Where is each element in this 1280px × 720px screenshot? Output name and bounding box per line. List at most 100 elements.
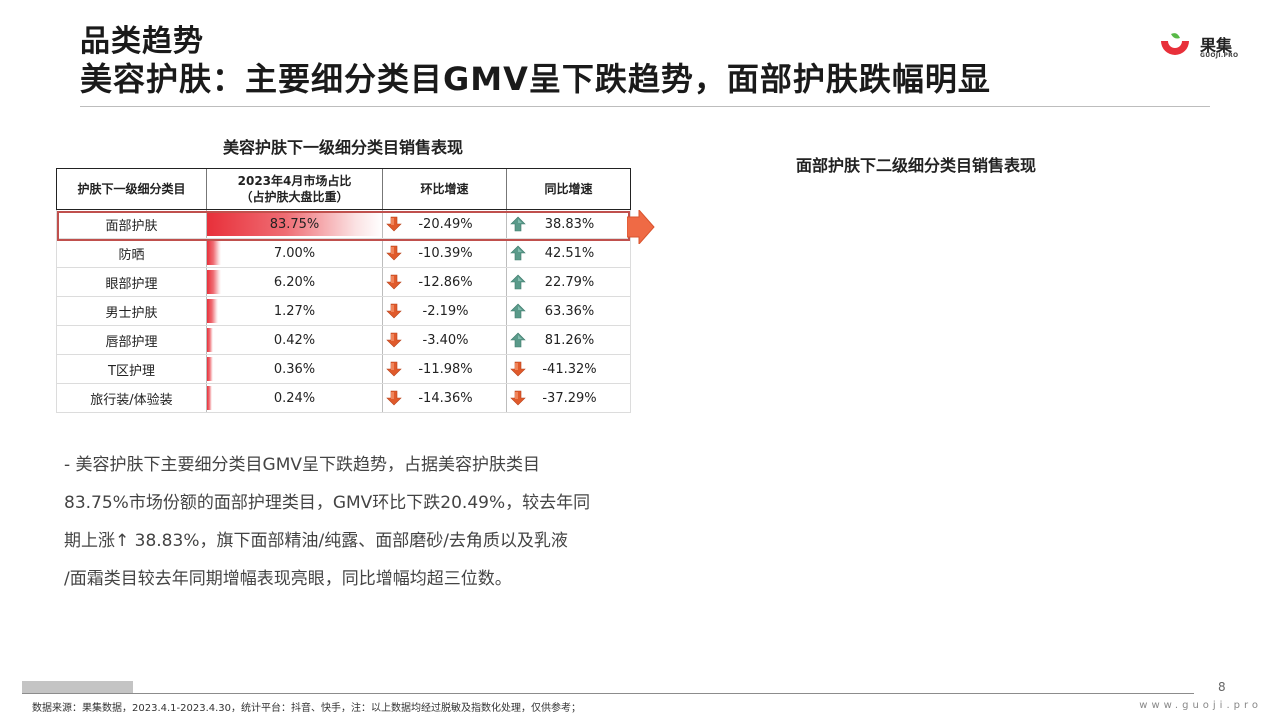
table-row: 面部护肤 83.75% -20.49% 38.83% — [56, 209, 631, 239]
share-cell: 6.20% — [206, 267, 383, 297]
arrow-down-icon — [385, 331, 403, 349]
arrow-up-icon — [509, 302, 527, 320]
yoy-value: 38.83% — [544, 216, 595, 232]
mom-cell: -3.40% — [382, 325, 507, 355]
table-row: 男士护肤 1.27% -2.19% 63.36% — [56, 296, 631, 326]
category-name: 唇部护理 — [56, 325, 207, 355]
category-name: 防晒 — [56, 238, 207, 268]
header-divider — [80, 106, 1210, 107]
category-name: 面部护肤 — [56, 209, 207, 239]
col-header-mom: 环比增速 — [382, 168, 507, 210]
category-name: 眼部护理 — [56, 267, 207, 297]
col-header-share: 2023年4月市场占比 （占护肤大盘比重） — [206, 168, 383, 210]
share-value: 1.27% — [273, 303, 316, 319]
pointer-arrow-icon — [627, 210, 655, 244]
yoy-cell: 42.51% — [506, 238, 631, 268]
summary-line: 期上涨↑ 38.83%，旗下面部精油/纯露、面部磨砂/去角质以及乳液 — [64, 531, 568, 551]
share-value: 0.24% — [273, 390, 316, 406]
right-panel-title: 面部护肤下二级细分类目销售表现 — [796, 156, 1037, 175]
yoy-value: 63.36% — [544, 303, 595, 319]
arrow-down-icon — [385, 389, 403, 407]
col-header-category: 护肤下一级细分类目 — [56, 168, 207, 210]
progress-bar-fill — [22, 681, 133, 694]
table-row: T区护理 0.36% -11.98% -41.32% — [56, 354, 631, 384]
arrow-down-icon — [509, 360, 527, 378]
arrow-down-icon — [385, 215, 403, 233]
mom-value: -14.36% — [418, 390, 473, 406]
mom-cell: -10.39% — [382, 238, 507, 268]
share-bar — [207, 241, 221, 265]
yoy-value: -37.29% — [542, 390, 597, 406]
col-header-yoy: 同比增速 — [506, 168, 631, 210]
summary-paragraph: - 美容护肤下主要细分类目GMV呈下跌趋势，占据美容护肤类目 83.75%市场份… — [64, 446, 634, 598]
arrow-up-icon — [509, 273, 527, 291]
table-row: 唇部护理 0.42% -3.40% 81.26% — [56, 325, 631, 355]
mom-value: -10.39% — [418, 245, 473, 261]
share-value: 7.00% — [273, 245, 316, 261]
share-value: 0.42% — [273, 332, 316, 348]
mom-value: -20.49% — [418, 216, 473, 232]
mom-cell: -14.36% — [382, 383, 507, 413]
mom-value: -2.19% — [422, 303, 469, 319]
share-bar — [207, 328, 213, 352]
arrow-up-icon — [509, 331, 527, 349]
mom-cell: -2.19% — [382, 296, 507, 326]
page-title: 美容护肤：主要细分类目GMV呈下跌趋势，面部护肤跌幅明显 — [80, 60, 991, 98]
data-source-note: 数据来源：果集数据，2023.4.1-2023.4.30，统计平台：抖音、快手，… — [32, 703, 582, 714]
category-name: 男士护肤 — [56, 296, 207, 326]
guoji-logo-icon — [1161, 33, 1189, 55]
logo-text-en: GUOJI.PRO — [1200, 52, 1239, 59]
share-bar — [207, 357, 213, 381]
footer-divider — [22, 693, 1194, 694]
share-cell: 83.75% — [206, 209, 383, 239]
yoy-cell: -41.32% — [506, 354, 631, 384]
category-name: 旅行装/体验装 — [56, 383, 207, 413]
summary-line: /面霜类目较去年同期增幅表现亮眼，同比增幅均超三位数。 — [64, 569, 512, 589]
arrow-down-icon — [385, 244, 403, 262]
share-value: 0.36% — [273, 361, 316, 377]
mom-value: -3.40% — [422, 332, 469, 348]
website-url: www.guoji.pro — [1139, 700, 1262, 711]
yoy-cell: -37.29% — [506, 383, 631, 413]
category-name: T区护理 — [56, 354, 207, 384]
share-bar — [207, 270, 221, 294]
share-cell: 7.00% — [206, 238, 383, 268]
arrow-down-icon — [385, 302, 403, 320]
share-value: 83.75% — [269, 216, 320, 232]
share-bar — [207, 212, 382, 236]
share-cell: 0.42% — [206, 325, 383, 355]
category-table: 护肤下一级细分类目 2023年4月市场占比 （占护肤大盘比重） 环比增速 同比增… — [56, 168, 631, 413]
share-cell: 0.36% — [206, 354, 383, 384]
logo-text-cn: 果集 — [1200, 36, 1233, 55]
table-header-row: 护肤下一级细分类目 2023年4月市场占比 （占护肤大盘比重） 环比增速 同比增… — [56, 168, 631, 210]
share-value: 6.20% — [273, 274, 316, 290]
arrow-down-icon — [385, 273, 403, 291]
mom-cell: -11.98% — [382, 354, 507, 384]
yoy-value: -41.32% — [542, 361, 597, 377]
brand-logo: 果集 GUOJI.PRO — [1158, 30, 1238, 64]
arrow-up-icon — [509, 215, 527, 233]
share-cell: 0.24% — [206, 383, 383, 413]
table-row: 旅行装/体验装 0.24% -14.36% -37.29% — [56, 383, 631, 413]
mom-cell: -12.86% — [382, 267, 507, 297]
table-title: 美容护肤下一级细分类目销售表现 — [222, 138, 463, 157]
mom-cell: -20.49% — [382, 209, 507, 239]
mom-value: -12.86% — [418, 274, 473, 290]
yoy-value: 42.51% — [544, 245, 595, 261]
mom-value: -11.98% — [418, 361, 473, 377]
yoy-cell: 63.36% — [506, 296, 631, 326]
share-cell: 1.27% — [206, 296, 383, 326]
yoy-cell: 22.79% — [506, 267, 631, 297]
table-row: 眼部护理 6.20% -12.86% 22.79% — [56, 267, 631, 297]
summary-line: - 美容护肤下主要细分类目GMV呈下跌趋势，占据美容护肤类目 — [64, 455, 541, 475]
summary-line: 83.75%市场份额的面部护理类目，GMV环比下跌20.49%，较去年同 — [64, 493, 591, 513]
col-header-share-line2: （占护肤大盘比重） — [240, 190, 349, 204]
page-number: 8 — [1218, 680, 1226, 694]
table-row: 防晒 7.00% -10.39% 42.51% — [56, 238, 631, 268]
arrow-up-icon — [509, 244, 527, 262]
arrow-down-icon — [385, 360, 403, 378]
yoy-cell: 81.26% — [506, 325, 631, 355]
yoy-value: 81.26% — [544, 332, 595, 348]
col-header-share-line1: 2023年4月市场占比 — [237, 174, 352, 188]
section-title: 品类趋势 — [80, 24, 204, 59]
